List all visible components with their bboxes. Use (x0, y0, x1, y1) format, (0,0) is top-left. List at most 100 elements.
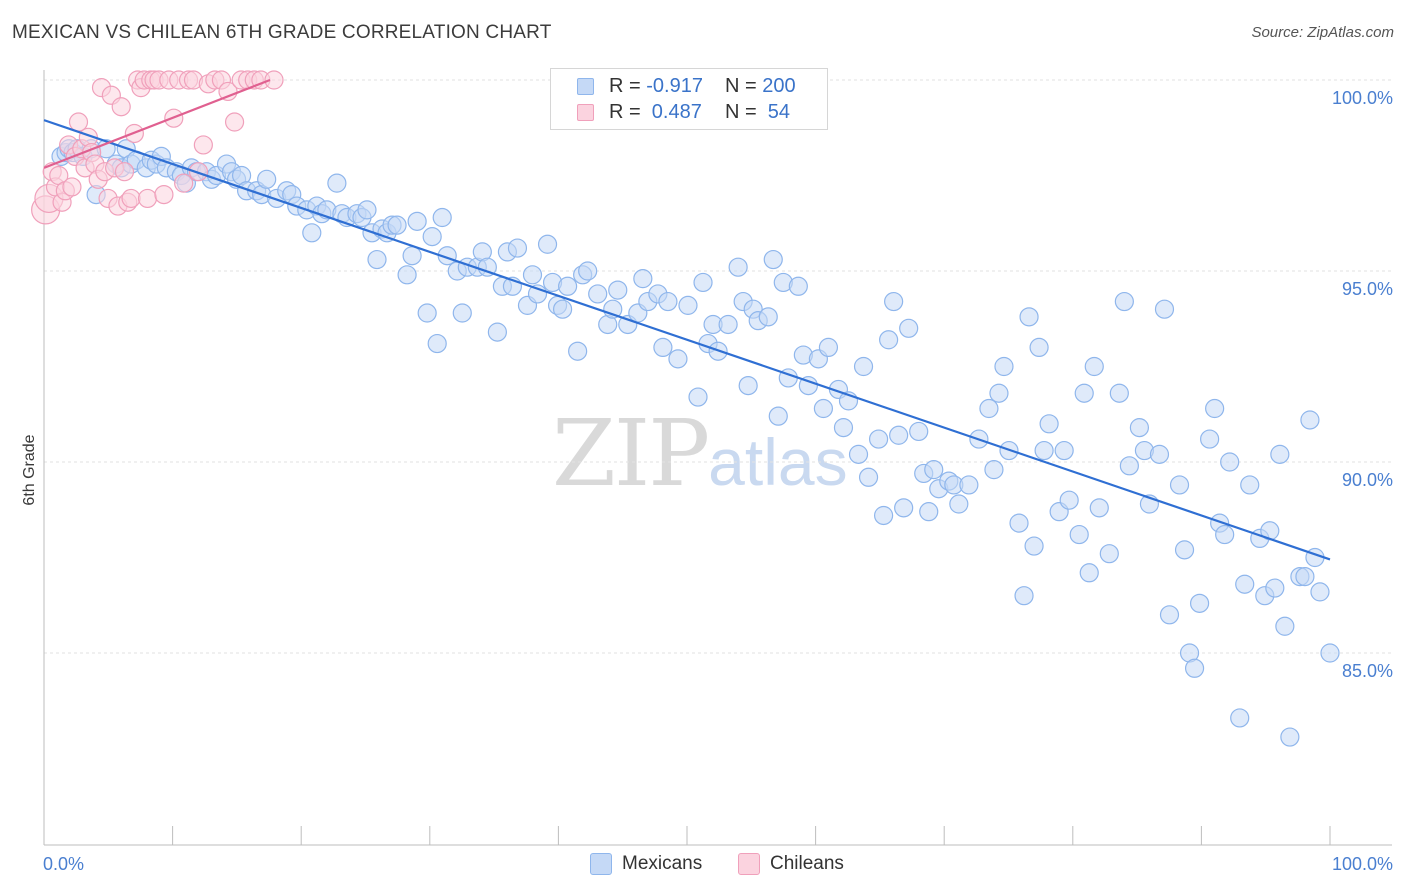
chileans-trend-line (43, 78, 271, 169)
mexican-point (833, 418, 854, 438)
legend-n-label: N = (725, 75, 763, 97)
legend-r-value: 0.487 (646, 101, 702, 123)
y-tick-label: 100.0% (1332, 88, 1393, 108)
mexican-point (1119, 456, 1139, 476)
chileans-points (31, 70, 284, 225)
mexican-point (397, 265, 417, 285)
legend-r-value: -0.917 (646, 75, 703, 97)
mexican-point (858, 467, 879, 487)
mexican-point (402, 246, 422, 266)
mexican-point (1220, 452, 1240, 472)
mexican-point (873, 505, 894, 526)
mexican-point (768, 406, 788, 426)
y-tick-label: 85.0% (1342, 661, 1393, 681)
mexican-point (1099, 544, 1119, 564)
mexican-point (1014, 586, 1034, 606)
mexican-point (327, 173, 347, 193)
mexican-point (848, 444, 869, 464)
mexican-point (949, 494, 969, 514)
gridlines (44, 79, 1392, 654)
mexican-point (1189, 593, 1210, 613)
legend-n-label: N = (725, 101, 763, 123)
mexican-point (633, 269, 653, 289)
bottom-legend-swatch-chileans (738, 853, 760, 875)
mexican-point (608, 280, 628, 300)
mexican-point (718, 314, 738, 335)
bottom-legend-label: Chileans (770, 853, 844, 874)
mexican-point (1024, 536, 1044, 556)
y-axis-label: 6th Grade (21, 434, 38, 505)
mexican-point (568, 341, 588, 361)
mexican-point (853, 356, 874, 377)
mexican-point (984, 460, 1004, 480)
mexican-point (1159, 605, 1180, 625)
mexican-point (1270, 444, 1290, 464)
legend-n: N = 54 (725, 101, 790, 124)
bottom-legend-label: Mexicans (622, 853, 703, 874)
mexican-point (1074, 383, 1094, 403)
mexican-point (387, 215, 407, 235)
mexican-point (302, 223, 322, 243)
bottom-legend-swatch-mexicans (590, 853, 612, 875)
chilean-point (174, 173, 194, 193)
mexican-point (1089, 498, 1109, 518)
mexican-point (1019, 307, 1039, 327)
mexican-point (763, 249, 783, 270)
mexican-point (688, 387, 708, 407)
mexican-point (1084, 356, 1104, 377)
chilean-point (154, 185, 174, 205)
legend-swatch-mexicans (577, 78, 594, 95)
bottom-legend: Mexicans Chileans (0, 852, 1406, 878)
mexican-point (537, 234, 558, 254)
mexican-point (994, 356, 1014, 377)
mexican-point (658, 291, 678, 312)
watermark-zip: ZIP (552, 400, 710, 507)
mexican-point (357, 200, 377, 220)
legend-n-value: 200 (762, 75, 796, 97)
mexican-point (668, 349, 688, 369)
legend: R = -0.917 N = 200 R = 0.487 N = 54 (550, 68, 828, 130)
mexican-point (1230, 708, 1250, 728)
mexican-point (1215, 524, 1235, 545)
mexican-point (979, 398, 999, 419)
legend-swatch-chileans (577, 104, 594, 121)
mexican-point (417, 303, 437, 323)
mexican-point (959, 475, 979, 495)
mexican-point (798, 376, 818, 396)
mexican-point (422, 227, 442, 247)
mexican-point (813, 398, 834, 419)
mexican-point (909, 421, 929, 442)
mexican-point (1079, 563, 1099, 583)
mexican-point (427, 333, 447, 354)
chilean-point (193, 135, 213, 155)
mexican-point (367, 249, 387, 270)
mexican-point (1034, 440, 1054, 461)
mexican-point (522, 265, 543, 285)
mexican-point (558, 276, 578, 296)
mexican-point (818, 337, 839, 357)
y-tick-label: 90.0% (1342, 470, 1393, 490)
mexican-point (257, 169, 277, 189)
mexican-point (1300, 410, 1320, 430)
mexican-point (477, 257, 497, 277)
mexican-point (1235, 574, 1255, 594)
mexican-point (1169, 475, 1190, 495)
mexican-point (487, 322, 507, 342)
chilean-point (188, 162, 209, 182)
x-tick-label: 0.0% (43, 854, 84, 874)
mexican-point (1200, 429, 1220, 449)
chilean-point (264, 70, 284, 90)
mexican-point (1149, 444, 1170, 464)
mexican-point (758, 307, 778, 327)
mexican-point (879, 330, 899, 350)
mexican-point (432, 207, 452, 228)
mexican-point (894, 498, 914, 518)
mexican-point (899, 318, 919, 338)
legend-r: R = 0.487 (609, 101, 702, 124)
chilean-point (111, 97, 131, 117)
mexican-point (1129, 418, 1150, 438)
mexican-point (1205, 398, 1225, 419)
mexican-point (1054, 440, 1074, 461)
chart-title: MEXICAN VS CHILEAN 6TH GRADE CORRELATION… (12, 22, 552, 43)
chilean-point (137, 188, 158, 209)
